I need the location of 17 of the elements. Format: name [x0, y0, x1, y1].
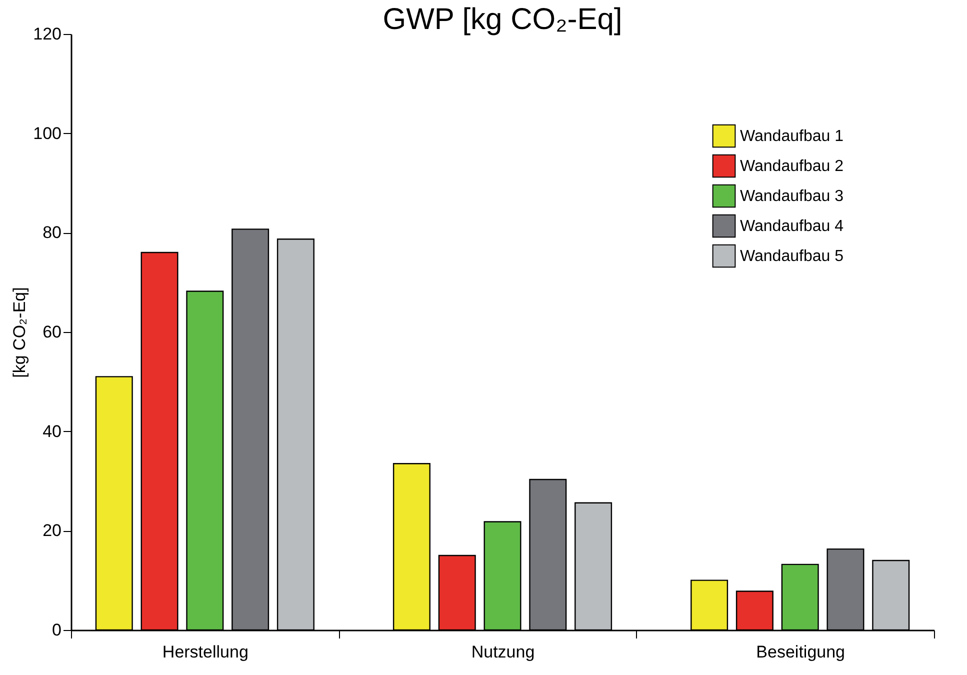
legend-label: Wandaufbau 3: [740, 188, 844, 205]
x-tick-label: Nutzung: [471, 642, 535, 662]
legend-label: Wandaufbau 4: [740, 218, 844, 235]
y-tick-label: 100: [33, 124, 62, 143]
legend-label: Wandaufbau 1: [740, 128, 844, 145]
chart-title: GWP [kg CO₂-Eq]: [382, 3, 622, 36]
y-tick-label: 120: [33, 24, 62, 44]
y-tick-label: 80: [42, 223, 62, 242]
y-axis-title: [kg CO₂-Eq]: [10, 287, 30, 378]
legend-label: Wandaufbau 5: [740, 248, 844, 265]
x-tick-label: Herstellung: [162, 642, 248, 662]
y-tick-label: 0: [52, 620, 62, 640]
y-tick-label: 40: [42, 422, 62, 441]
legend-label: Wandaufbau 2: [740, 158, 844, 175]
y-tick-label: 60: [42, 322, 62, 342]
x-tick-label: Beseitigung: [756, 642, 846, 662]
y-tick-label: 20: [42, 521, 62, 540]
